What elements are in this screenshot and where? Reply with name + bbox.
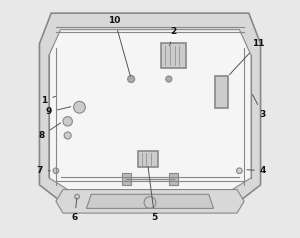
Text: 9: 9	[46, 107, 71, 116]
Circle shape	[63, 117, 72, 126]
Polygon shape	[86, 194, 214, 208]
Text: 5: 5	[148, 166, 158, 222]
Text: 8: 8	[39, 123, 61, 140]
Circle shape	[166, 76, 172, 82]
Circle shape	[64, 132, 71, 139]
Text: 11: 11	[230, 39, 265, 75]
Polygon shape	[122, 173, 131, 185]
Text: 3: 3	[252, 94, 266, 119]
Circle shape	[53, 168, 59, 174]
Text: 6: 6	[72, 198, 78, 222]
Circle shape	[128, 75, 135, 83]
FancyBboxPatch shape	[215, 76, 228, 108]
Circle shape	[74, 101, 85, 113]
Polygon shape	[49, 30, 251, 189]
Text: 10: 10	[109, 16, 130, 76]
Circle shape	[237, 168, 242, 174]
Polygon shape	[56, 189, 244, 213]
Circle shape	[75, 194, 80, 199]
Text: 1: 1	[41, 96, 56, 105]
Polygon shape	[169, 173, 178, 185]
FancyBboxPatch shape	[137, 151, 158, 167]
Polygon shape	[39, 13, 261, 201]
Text: 2: 2	[169, 27, 177, 46]
Text: 4: 4	[247, 166, 266, 175]
FancyBboxPatch shape	[160, 43, 187, 69]
Text: 7: 7	[36, 166, 50, 175]
